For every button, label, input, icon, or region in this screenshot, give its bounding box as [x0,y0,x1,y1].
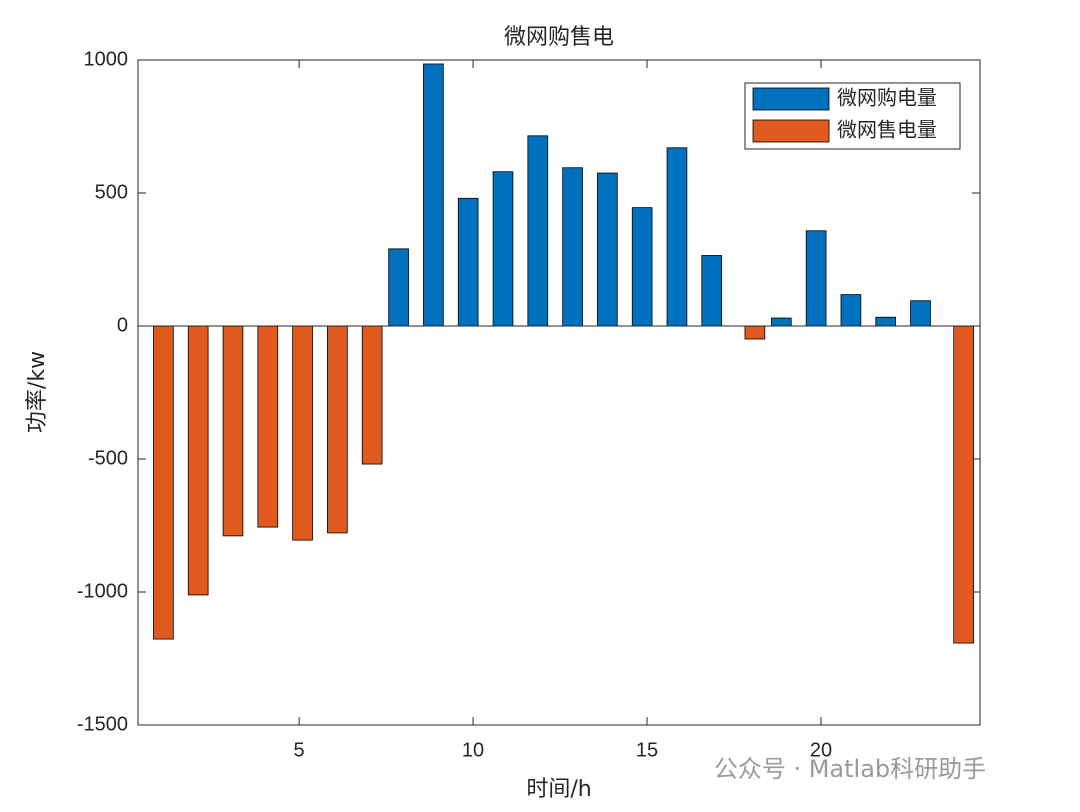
bar [953,325,974,644]
bar [327,325,348,534]
legend-swatch [752,119,830,143]
bar [361,325,383,465]
y-tick-label: 1000 [84,48,129,70]
bar [910,300,931,327]
legend-label: 微网购电量 [837,86,937,110]
y-axis-label: 功率/kw [25,351,50,433]
legend-label: 微网售电量 [837,118,937,142]
chart-title: 微网购售电 [504,25,614,50]
bar [492,171,514,327]
watermark: 公众号 · Matlab科研助手 [714,755,986,783]
bar [527,135,549,327]
bar [257,325,279,528]
bar [153,325,174,640]
x-tick-label: 20 [810,739,832,761]
bar [771,317,792,327]
bar [875,316,897,327]
bar [666,147,688,327]
bar [292,325,313,541]
x-tick-label: 15 [636,739,658,761]
x-tick-label: 5 [294,739,305,761]
axes-box [137,59,981,726]
y-tick-label: -1500 [77,713,128,735]
legend-swatch [752,87,830,111]
bar [597,172,618,327]
bar [457,197,479,327]
bar [187,325,209,596]
bar [562,167,583,327]
bar [840,294,862,327]
x-tick-label: 10 [462,739,484,761]
y-tick-label: -500 [88,447,128,469]
y-tick-label: 0 [117,314,128,336]
y-tick-label: -1000 [77,580,128,602]
bar [423,63,444,327]
bar [631,207,653,327]
plot-area [138,60,980,725]
bar [744,325,766,340]
bar [388,248,409,327]
y-tick-label: 500 [95,181,128,203]
bar [805,230,827,327]
bar [701,255,723,327]
x-axis-label: 时间/h [526,777,591,802]
bar [222,325,244,537]
